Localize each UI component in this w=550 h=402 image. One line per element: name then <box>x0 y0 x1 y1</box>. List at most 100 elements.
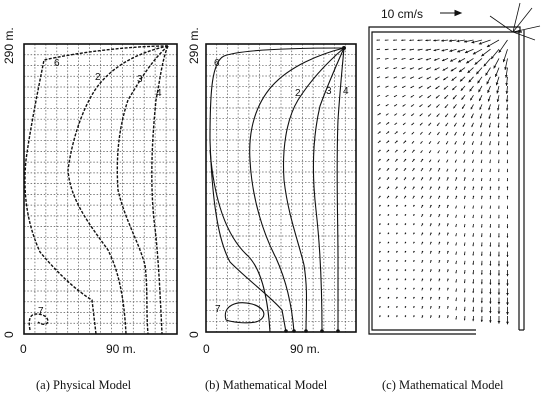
vector-head <box>498 49 502 53</box>
vector-head <box>377 104 379 106</box>
vector-head <box>454 124 456 127</box>
vector-dot <box>421 232 424 234</box>
vector-head <box>472 272 475 275</box>
vector-head <box>410 77 412 79</box>
vector-dot <box>404 296 407 299</box>
vector-head <box>489 207 491 209</box>
vector-dot <box>387 195 390 198</box>
vector-dot <box>430 278 432 280</box>
vector-dot <box>387 241 390 244</box>
vector-head <box>401 39 403 42</box>
vector-head <box>394 114 396 116</box>
vector-head <box>471 143 474 145</box>
vector-head <box>428 142 431 144</box>
vector-dot <box>430 214 432 216</box>
vector-dot <box>404 140 407 142</box>
vector-head <box>497 108 500 111</box>
vector-dot <box>404 315 407 317</box>
vector-dot <box>455 195 458 198</box>
vector-dot <box>379 195 381 198</box>
vector-head <box>393 86 396 88</box>
vector-head <box>480 152 483 155</box>
vector-dot <box>447 177 449 179</box>
vector-dot <box>421 250 424 253</box>
panel-b-y-bottom: 0 <box>187 331 201 338</box>
vector-head <box>419 123 422 126</box>
vector-dot <box>413 168 415 170</box>
contour-6-math <box>209 47 345 333</box>
vector-head <box>443 87 446 90</box>
vector-head <box>463 244 466 246</box>
vector-dot <box>438 269 441 271</box>
vector-dot <box>413 260 415 262</box>
vector-head <box>455 290 457 292</box>
vector-dot <box>430 296 432 299</box>
vector-dot <box>438 315 441 317</box>
vector-dot <box>387 168 390 170</box>
panel-a-y-bottom: 0 <box>2 331 16 338</box>
vector-head <box>498 170 500 173</box>
vector-dot <box>489 186 492 188</box>
vector-head <box>433 58 437 61</box>
panel-b-contours <box>209 47 345 333</box>
vector-dot <box>379 296 381 299</box>
panel-c-walls <box>368 26 525 335</box>
vector-dot <box>396 241 398 244</box>
vector-head <box>427 96 430 98</box>
vector-dot <box>387 223 390 225</box>
vector-dot <box>438 278 441 280</box>
vector-head <box>402 95 404 98</box>
vector-dot <box>438 296 441 299</box>
vector-head <box>409 48 412 51</box>
vector-head <box>480 291 483 294</box>
vector-dot <box>430 177 432 179</box>
contour-label-3b: 3 <box>326 86 332 97</box>
vector-dot <box>464 186 466 188</box>
vector-dot <box>404 269 407 271</box>
vector-dot <box>447 241 449 244</box>
vector-dot <box>430 186 432 188</box>
vector-head <box>489 282 492 285</box>
vector-head <box>480 125 482 128</box>
vector-head <box>446 152 448 154</box>
vector-dot <box>387 315 390 317</box>
vector-head <box>393 39 395 41</box>
vector-dot <box>455 186 458 188</box>
vector-head <box>489 310 492 314</box>
vector-dot <box>430 260 432 262</box>
vector-head <box>401 77 404 79</box>
vector-dot <box>421 278 424 280</box>
vector-dot <box>447 250 449 253</box>
vector-dot <box>396 232 398 234</box>
vector-head <box>472 300 475 303</box>
vector-dot <box>404 223 407 225</box>
vector-head <box>472 161 474 163</box>
vector-dot <box>430 315 432 317</box>
vector-head <box>451 78 455 81</box>
vector-head <box>455 262 457 265</box>
vector-head <box>497 152 500 155</box>
vector-head <box>480 319 483 322</box>
vector-dot <box>421 306 424 308</box>
vector-head <box>506 170 509 173</box>
vector-dot <box>413 241 415 244</box>
vector-dot <box>396 195 398 198</box>
vector-dot <box>387 278 390 280</box>
vector-dot <box>430 306 432 308</box>
vector-dot <box>430 195 432 198</box>
vector-head <box>403 132 405 135</box>
vector-dot <box>379 168 381 170</box>
vector-head <box>489 134 491 137</box>
vector-dot <box>387 260 390 262</box>
vector-head <box>494 73 498 77</box>
vector-head <box>506 217 509 219</box>
vector-head <box>497 302 501 305</box>
vector-head <box>505 99 509 103</box>
vector-head <box>393 95 396 97</box>
panel-a-contours <box>24 45 169 335</box>
vector-head <box>463 143 465 145</box>
vector-dot <box>430 287 432 290</box>
vector-head <box>455 272 457 274</box>
vector-dot <box>404 241 407 244</box>
vector-head <box>489 226 492 228</box>
